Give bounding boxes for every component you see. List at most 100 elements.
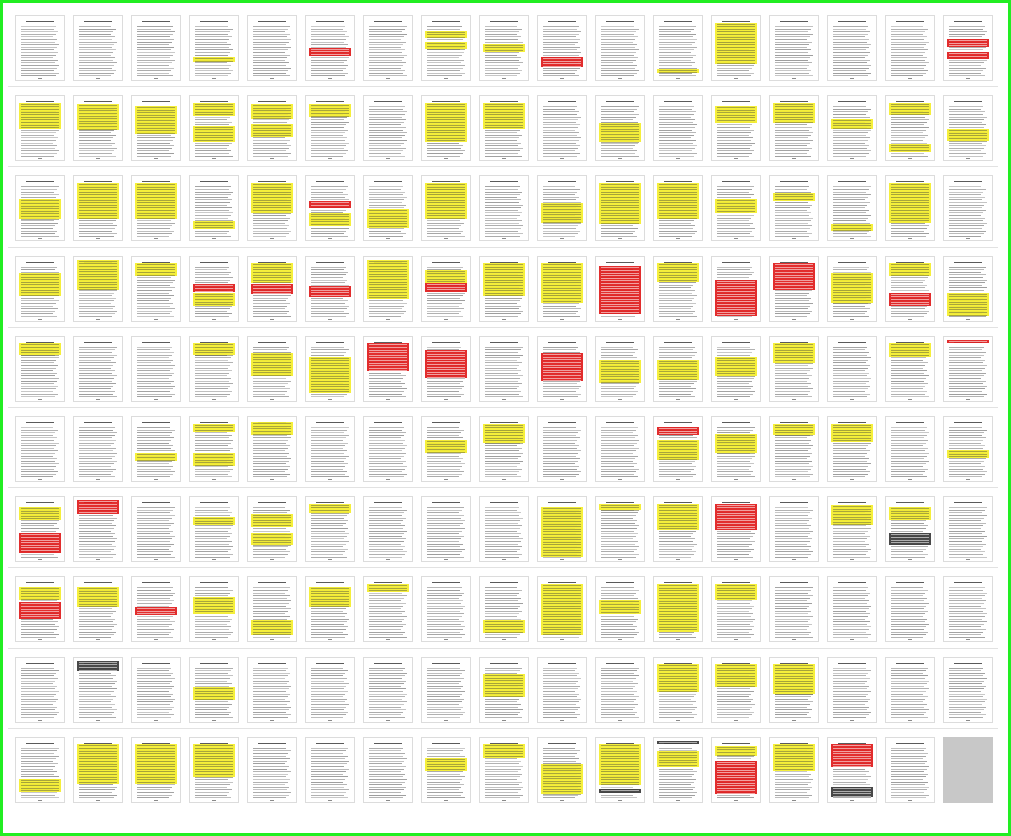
page-thumbnail[interactable] <box>247 95 297 162</box>
page-thumbnail[interactable] <box>363 496 413 563</box>
page-thumbnail[interactable] <box>189 95 239 162</box>
page-thumbnail[interactable] <box>363 736 413 803</box>
page-thumbnail[interactable] <box>711 656 761 723</box>
page-thumbnail[interactable] <box>305 175 355 242</box>
page-thumbnail[interactable] <box>305 335 355 402</box>
page-thumbnail[interactable] <box>189 175 239 242</box>
page-thumbnail[interactable] <box>421 335 471 402</box>
page-thumbnail[interactable] <box>305 496 355 563</box>
page-thumbnail[interactable] <box>479 576 529 643</box>
page-thumbnail[interactable] <box>421 15 471 81</box>
page-thumbnail[interactable] <box>885 496 935 563</box>
page-thumbnail[interactable] <box>247 175 297 242</box>
page-thumbnail[interactable] <box>653 576 703 643</box>
page-thumbnail[interactable] <box>131 736 181 803</box>
page-thumbnail[interactable] <box>15 335 65 402</box>
page-thumbnail[interactable] <box>305 15 355 81</box>
page-thumbnail[interactable] <box>421 95 471 162</box>
page-thumbnail[interactable] <box>595 95 645 162</box>
page-thumbnail[interactable] <box>247 255 297 322</box>
page-thumbnail[interactable] <box>73 496 123 563</box>
page-thumbnail[interactable] <box>247 576 297 643</box>
page-thumbnail[interactable] <box>769 416 819 482</box>
page-thumbnail[interactable] <box>15 656 65 723</box>
page-thumbnail[interactable] <box>885 656 935 723</box>
page-thumbnail[interactable] <box>769 175 819 242</box>
page-thumbnail[interactable] <box>131 335 181 402</box>
page-thumbnail[interactable] <box>131 255 181 322</box>
page-thumbnail[interactable] <box>537 736 587 803</box>
page-thumbnail[interactable] <box>711 736 761 803</box>
page-thumbnail[interactable] <box>305 656 355 723</box>
page-thumbnail[interactable] <box>885 255 935 322</box>
page-thumbnail[interactable] <box>827 656 877 723</box>
page-thumbnail[interactable] <box>421 736 471 803</box>
page-thumbnail[interactable] <box>943 15 993 81</box>
page-thumbnail[interactable] <box>421 656 471 723</box>
page-thumbnail[interactable] <box>131 656 181 723</box>
page-thumbnail[interactable] <box>15 576 65 643</box>
page-thumbnail[interactable] <box>711 95 761 162</box>
page-thumbnail[interactable] <box>595 496 645 563</box>
page-thumbnail[interactable] <box>189 656 239 723</box>
page-thumbnail[interactable] <box>131 496 181 563</box>
page-thumbnail[interactable] <box>73 656 123 723</box>
page-thumbnail[interactable] <box>247 736 297 803</box>
page-thumbnail[interactable] <box>131 416 181 482</box>
page-thumbnail[interactable] <box>479 736 529 803</box>
page-thumbnail[interactable] <box>421 175 471 242</box>
page-thumbnail[interactable] <box>537 15 587 81</box>
page-thumbnail[interactable] <box>827 255 877 322</box>
page-thumbnail[interactable] <box>827 175 877 242</box>
page-thumbnail[interactable] <box>247 496 297 563</box>
page-thumbnail[interactable] <box>131 95 181 162</box>
page-thumbnail[interactable] <box>305 416 355 482</box>
page-thumbnail[interactable] <box>363 335 413 402</box>
page-thumbnail[interactable] <box>15 255 65 322</box>
page-thumbnail[interactable] <box>653 335 703 402</box>
page-thumbnail[interactable] <box>363 15 413 81</box>
page-thumbnail[interactable] <box>189 15 239 81</box>
page-thumbnail[interactable] <box>653 95 703 162</box>
page-thumbnail[interactable] <box>73 15 123 81</box>
page-thumbnail[interactable] <box>421 576 471 643</box>
page-thumbnail[interactable] <box>15 95 65 162</box>
page-thumbnail[interactable] <box>827 95 877 162</box>
page-thumbnail[interactable] <box>653 496 703 563</box>
page-thumbnail[interactable] <box>363 255 413 322</box>
page-thumbnail[interactable] <box>653 255 703 322</box>
page-thumbnail[interactable] <box>711 416 761 482</box>
page-thumbnail[interactable] <box>653 15 703 81</box>
page-thumbnail[interactable] <box>421 416 471 482</box>
page-thumbnail[interactable] <box>769 95 819 162</box>
page-thumbnail[interactable] <box>305 576 355 643</box>
page-thumbnail[interactable] <box>943 576 993 643</box>
page-thumbnail[interactable] <box>73 736 123 803</box>
page-thumbnail[interactable] <box>537 496 587 563</box>
page-thumbnail[interactable] <box>943 95 993 162</box>
page-thumbnail[interactable] <box>189 416 239 482</box>
page-thumbnail[interactable] <box>73 576 123 643</box>
page-thumbnail[interactable] <box>711 335 761 402</box>
page-thumbnail[interactable] <box>537 255 587 322</box>
page-thumbnail[interactable] <box>363 95 413 162</box>
page-thumbnail[interactable] <box>885 335 935 402</box>
page-thumbnail[interactable] <box>247 656 297 723</box>
page-thumbnail[interactable] <box>943 175 993 242</box>
page-thumbnail[interactable] <box>189 736 239 803</box>
page-thumbnail[interactable] <box>15 736 65 803</box>
page-thumbnail[interactable] <box>827 15 877 81</box>
page-thumbnail[interactable] <box>769 335 819 402</box>
page-thumbnail[interactable] <box>769 255 819 322</box>
page-thumbnail[interactable] <box>479 335 529 402</box>
page-thumbnail[interactable] <box>479 175 529 242</box>
page-thumbnail[interactable] <box>363 656 413 723</box>
page-thumbnail[interactable] <box>479 15 529 81</box>
page-thumbnail[interactable] <box>653 736 703 803</box>
page-thumbnail[interactable] <box>595 175 645 242</box>
page-thumbnail[interactable] <box>769 576 819 643</box>
page-thumbnail[interactable] <box>479 496 529 563</box>
page-thumbnail[interactable] <box>189 335 239 402</box>
page-thumbnail[interactable] <box>15 416 65 482</box>
page-thumbnail[interactable] <box>595 576 645 643</box>
